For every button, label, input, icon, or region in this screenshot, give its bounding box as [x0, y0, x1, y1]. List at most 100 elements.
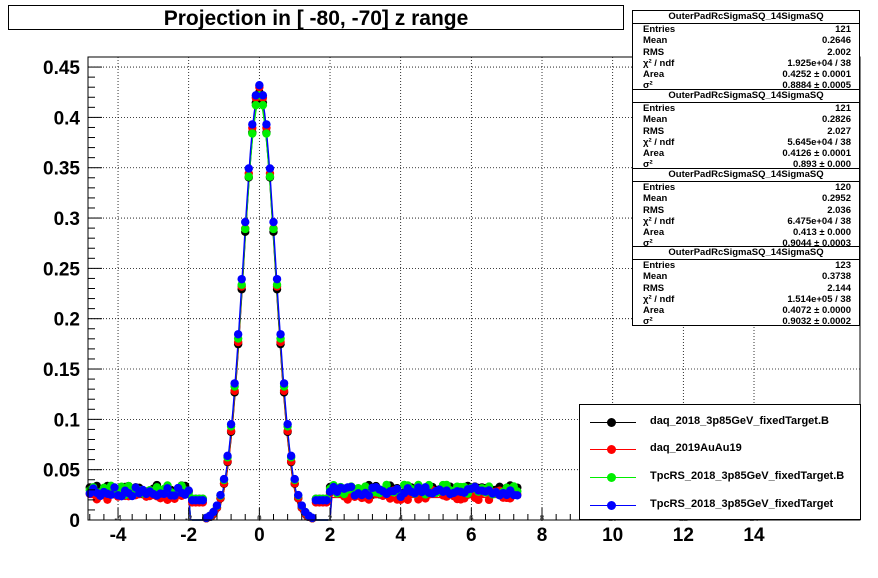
stats-value: 2.144 — [827, 282, 851, 294]
data-point — [255, 80, 264, 90]
stats-box: OuterPadRcSigmaSQ_14SigmaSQ Entries 121 Mea… — [632, 89, 860, 170]
stats-label: RMS — [643, 282, 665, 294]
stats-row: σ² 0.9044 ± 0.0003 — [633, 238, 859, 249]
stats-row: Mean 0.3738 — [633, 271, 859, 282]
stats-value: 121 — [835, 24, 851, 35]
legend-marker — [607, 473, 616, 482]
stats-value: 1.925e+04 / 38 — [787, 57, 851, 69]
stats-value: 0.8884 ± 0.0005 — [782, 80, 851, 92]
data-point — [258, 100, 268, 110]
legend-label: TpcRS_2018_3p85GeV_fixedTarget.B — [650, 470, 845, 482]
stats-label: Mean — [643, 193, 668, 205]
data-point — [294, 490, 303, 500]
stats-value: 0.3738 — [821, 271, 851, 283]
x-tick-label: 12 — [673, 525, 694, 546]
stats-row: σ² 0.8884 ± 0.0005 — [633, 80, 859, 91]
tick-labels: -4-202468101214-4-20246810121400.050.10.… — [43, 58, 765, 546]
x-tick-label-inner: 0 — [257, 514, 262, 523]
stats-label: RMS — [643, 125, 665, 137]
y-tick-label: 0.25 — [43, 259, 80, 280]
x-tick-label: 0 — [254, 525, 265, 546]
stats-row: Area 0.413 ± 0.000 — [633, 227, 859, 238]
data-point — [262, 129, 271, 138]
x-tick-label: 8 — [537, 525, 548, 546]
data-point — [276, 330, 285, 339]
stats-label: χ² / ndf — [643, 136, 675, 148]
fit-curve — [88, 97, 521, 521]
y-tick-label: 0.2 — [54, 310, 80, 331]
y-tick-label: 0.3 — [54, 209, 80, 230]
stats-label: σ² — [643, 316, 653, 328]
data-point — [244, 172, 253, 181]
x-tick-label: 10 — [602, 525, 623, 546]
stats-value: 2.002 — [827, 46, 851, 58]
stats-title: OuterPadRcSigmaSQ_14SigmaSQ — [633, 247, 859, 260]
stats-label: Entries — [643, 182, 676, 193]
data-point — [265, 172, 275, 181]
x-tick-label: 14 — [743, 525, 765, 546]
stats-row: RMS 2.027 — [633, 126, 859, 137]
x-tick-label: -4 — [110, 525, 127, 546]
data-point — [241, 217, 250, 227]
y-tick-label: 0.4 — [54, 108, 81, 129]
stats-row: σ² 0.893 ± 0.000 — [633, 159, 859, 170]
data-point — [209, 507, 218, 517]
data-point — [237, 274, 246, 284]
data-point — [286, 451, 296, 461]
stats-title: OuterPadRcSigmaSQ_14SigmaSQ — [633, 90, 859, 103]
stats-value: 0.2952 — [821, 193, 851, 205]
stats-row: RMS 2.036 — [633, 205, 859, 216]
stats-row: Entries 121 — [633, 103, 859, 114]
fit-curve — [88, 100, 521, 521]
data-point — [184, 486, 193, 495]
legend-marker — [607, 445, 616, 454]
stats-row: χ² / ndf 1.925e+04 / 38 — [633, 58, 859, 69]
stats-row: Mean 0.2952 — [633, 193, 859, 204]
data-point — [198, 496, 208, 505]
x-tick-label-inner: -2 — [185, 514, 193, 523]
x-tick-label: 6 — [466, 525, 477, 546]
data-point — [216, 490, 225, 500]
stats-value: 5.645e+04 / 38 — [787, 136, 851, 148]
x-tick-label-inner: 2 — [328, 514, 333, 523]
data-point — [251, 100, 261, 110]
data-point — [241, 224, 250, 234]
stats-label: Entries — [643, 260, 676, 271]
stats-label: Mean — [643, 114, 668, 126]
y-tick-label: 0.1 — [54, 410, 81, 431]
data-point — [248, 129, 257, 138]
stats-value: 0.2826 — [821, 114, 851, 126]
data-point — [279, 379, 289, 388]
y-tick-label: 0 — [69, 511, 80, 532]
data-point — [403, 495, 412, 504]
stats-label: χ² / ndf — [643, 293, 675, 305]
data-point — [212, 501, 222, 510]
data-point — [269, 224, 278, 234]
legend-entry: TpcRS_2018_3p85GeV_fixedTarget.B — [580, 465, 862, 489]
legend-entry: daq_2018_3p85GeV_fixedTarget.B — [580, 410, 862, 434]
stats-value: 1.514e+05 / 38 — [787, 293, 851, 305]
stats-label: Mean — [643, 271, 668, 283]
stats-value: 0.2646 — [821, 35, 851, 47]
stats-title: OuterPadRcSigmaSQ_14SigmaSQ — [633, 11, 859, 24]
stats-title: OuterPadRcSigmaSQ_14SigmaSQ — [633, 169, 859, 182]
legend-entry: daq_2019AuAu19 — [580, 437, 862, 461]
data-point — [248, 120, 257, 129]
stats-row: Entries 120 — [633, 182, 859, 193]
data-point — [290, 474, 299, 484]
stats-value: 0.4252 ± 0.0001 — [782, 69, 851, 81]
data-point — [170, 491, 179, 500]
fit-curve — [88, 89, 521, 521]
data-point — [233, 330, 243, 339]
stats-value: 2.036 — [827, 204, 851, 216]
legend-entry: TpcRS_2018_3p85GeV_fixedTarget — [580, 493, 862, 517]
stats-label: RMS — [643, 204, 665, 216]
stats-label: Area — [643, 227, 665, 239]
stats-row: Mean 0.2826 — [633, 114, 859, 125]
stats-value: 0.4072 ± 0.0000 — [782, 305, 851, 317]
stats-row: Area 0.4126 ± 0.0001 — [633, 148, 859, 159]
stats-value: 0.4126 ± 0.0001 — [782, 148, 851, 160]
stats-row: RMS 2.002 — [633, 47, 859, 58]
stats-row: RMS 2.144 — [633, 283, 859, 294]
data-point — [226, 419, 236, 429]
